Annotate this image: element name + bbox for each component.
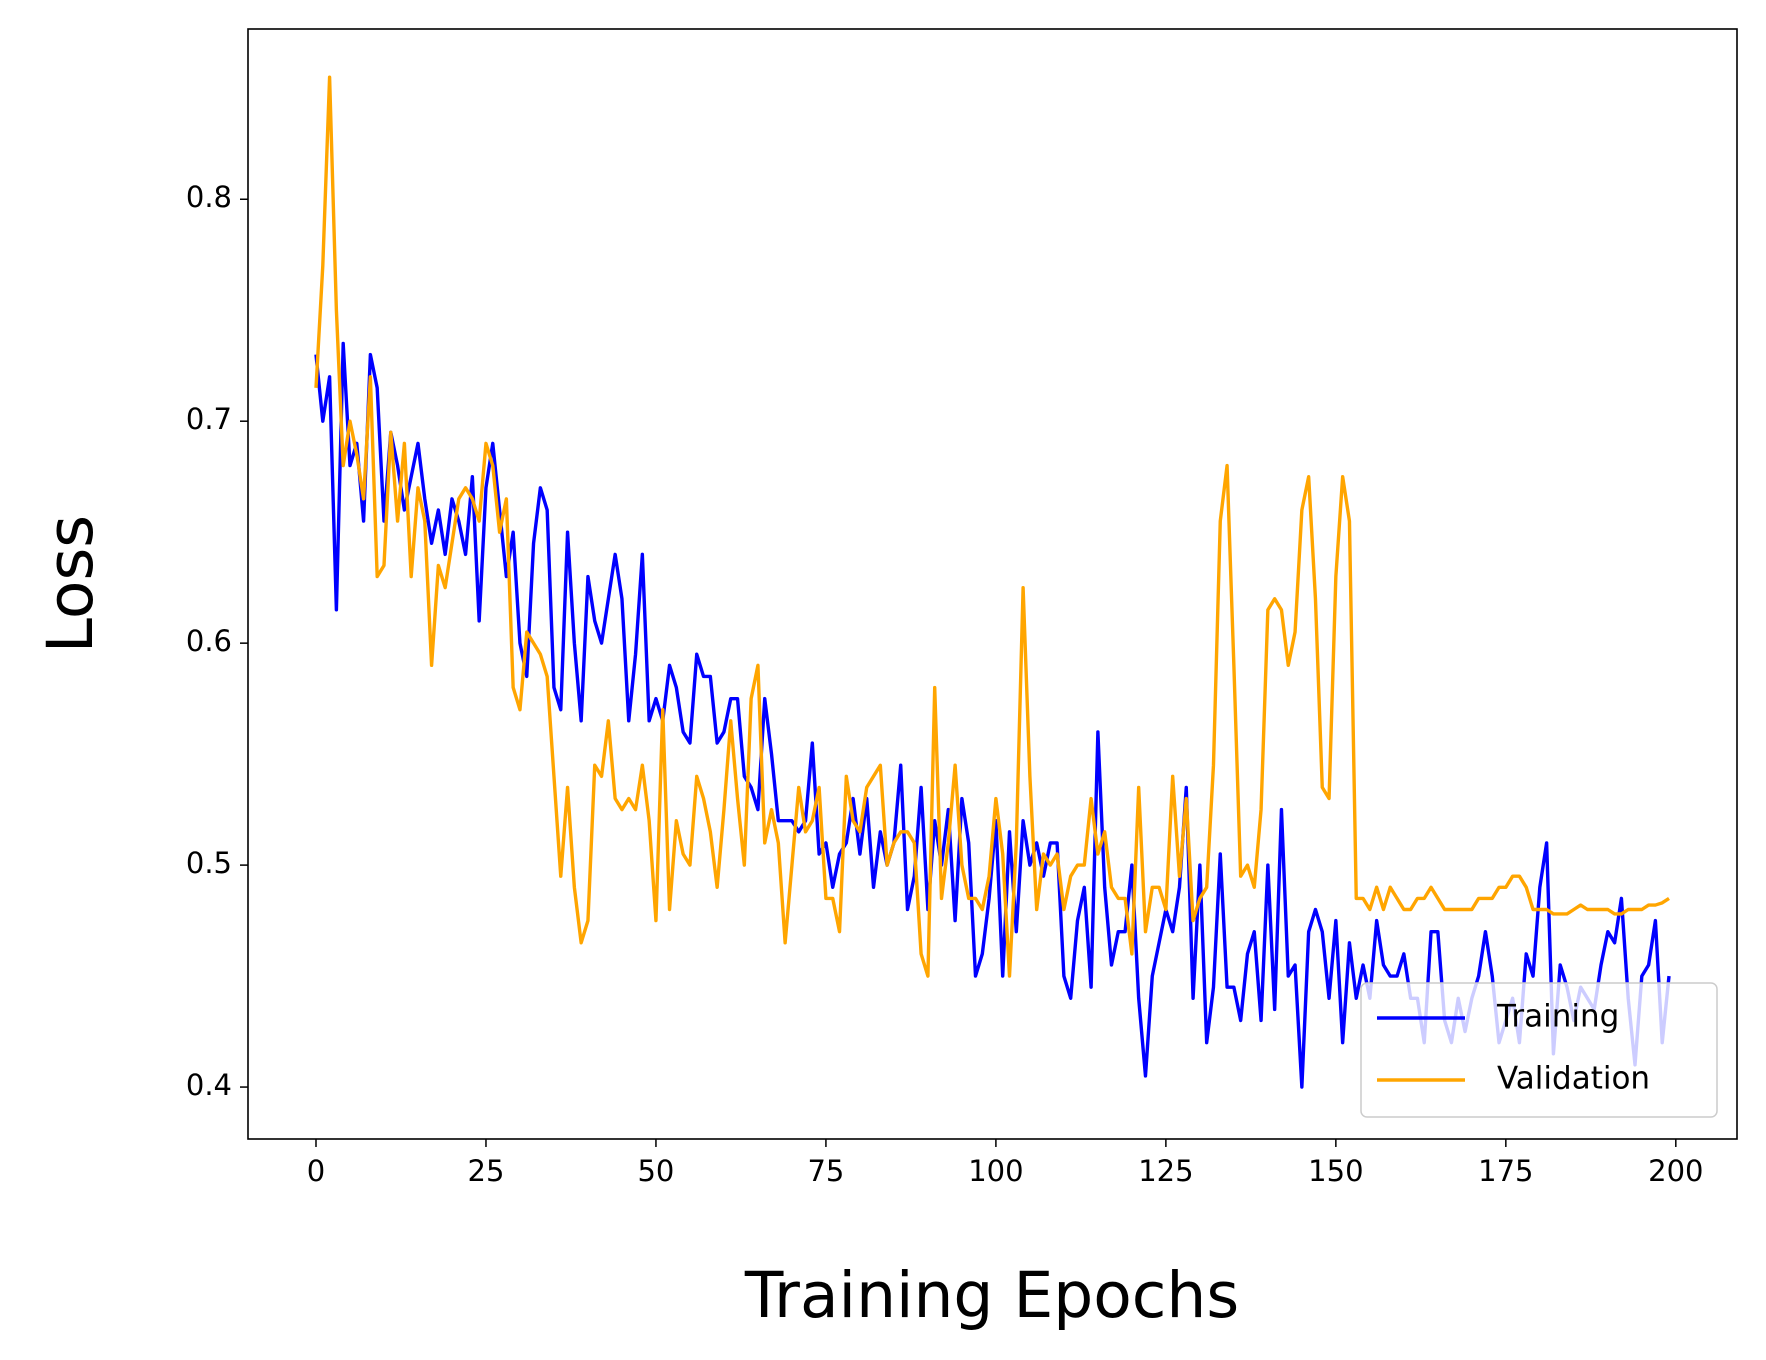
x-axis-label: Training Epochs [744,1259,1239,1332]
y-tick-label: 0.8 [186,180,232,214]
y-tick-label: 0.4 [186,1068,232,1102]
y-tick-label: 0.6 [186,624,232,658]
x-tick-label: 200 [1648,1154,1703,1188]
x-tick-label: 25 [468,1154,505,1188]
x-tick-label: 50 [637,1154,674,1188]
x-tick-label: 125 [1138,1154,1193,1188]
line-series [314,75,1670,978]
x-tick-label: 175 [1478,1154,1533,1188]
x-tick-label: 0 [307,1154,325,1188]
legend: Training Validation [1360,982,1718,1118]
plot-frame [247,28,1738,1140]
y-axis-label: Loss [34,515,107,653]
x-tick-label: 150 [1308,1154,1363,1188]
x-tick-label: 75 [807,1154,844,1188]
y-tick-label: 0.5 [186,846,232,880]
legend-label: Training [1496,999,1619,1035]
legend-label: Validation [1497,1061,1650,1097]
x-tick-label: 100 [968,1154,1023,1188]
y-tick-label: 0.7 [186,402,232,436]
